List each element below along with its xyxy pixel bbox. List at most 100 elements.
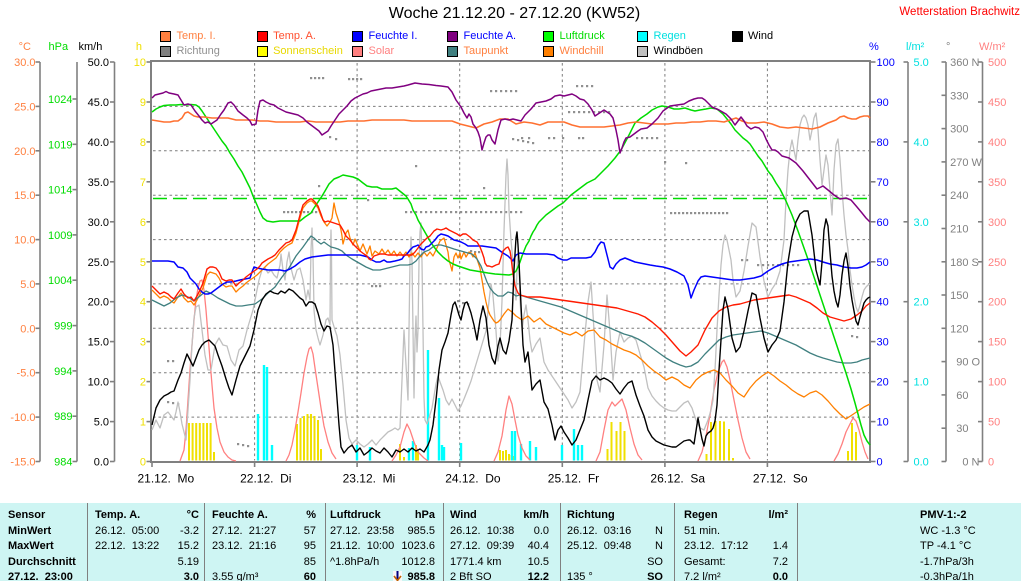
svg-text:2.0: 2.0 [914,297,929,309]
svg-text:6: 6 [140,217,146,229]
svg-text:450: 450 [988,97,1006,109]
svg-text:20: 20 [877,377,889,389]
svg-text:26.12. Sa: 26.12. Sa [650,472,705,486]
svg-text:120: 120 [950,323,968,335]
svg-text:0: 0 [988,457,994,469]
svg-text:h: h [136,41,142,53]
svg-text:5.0: 5.0 [914,57,929,69]
svg-text:5.0: 5.0 [94,417,109,429]
svg-text:15.0: 15.0 [88,337,109,349]
svg-text:45.0: 45.0 [88,97,109,109]
svg-text:35.0: 35.0 [88,177,109,189]
svg-text:90: 90 [956,357,968,369]
svg-text:°C: °C [19,41,31,53]
svg-text:300: 300 [988,217,1006,229]
svg-text:15.0: 15.0 [14,190,35,202]
svg-text:20.0: 20.0 [14,146,35,158]
svg-text:40.0: 40.0 [88,137,109,149]
svg-text:8: 8 [140,137,146,149]
svg-text:4: 4 [140,297,146,309]
svg-text:200: 200 [988,297,1006,309]
svg-text:350: 350 [988,177,1006,189]
svg-text:7: 7 [140,177,146,189]
svg-text:984: 984 [54,457,72,469]
svg-text:1009: 1009 [48,230,72,242]
svg-text:60: 60 [956,390,968,402]
svg-text:999: 999 [54,321,72,333]
svg-text:0: 0 [877,457,883,469]
svg-text:N: N [972,457,980,469]
svg-text:30: 30 [956,423,968,435]
svg-text:l/m²: l/m² [906,41,925,53]
svg-text:270: 270 [950,157,968,169]
svg-text:-5.0: -5.0 [17,368,36,380]
svg-text:-15.0: -15.0 [10,457,35,469]
svg-text:km/h: km/h [79,41,103,53]
svg-text:5: 5 [140,257,146,269]
svg-text:4.0: 4.0 [914,137,929,149]
svg-text:25.0: 25.0 [14,101,35,113]
svg-text:400: 400 [988,137,1006,149]
svg-text:10.0: 10.0 [14,235,35,247]
svg-text:989: 989 [54,411,72,423]
svg-text:S: S [972,257,979,269]
svg-text:1004: 1004 [48,275,72,287]
svg-text:10: 10 [877,417,889,429]
svg-text:180: 180 [950,257,968,269]
svg-text:10: 10 [134,57,146,69]
svg-text:25.0: 25.0 [88,257,109,269]
svg-text:9: 9 [140,97,146,109]
svg-text:20.0: 20.0 [88,297,109,309]
svg-text:150: 150 [950,290,968,302]
svg-text:50: 50 [988,417,1000,429]
svg-text:1: 1 [140,417,146,429]
svg-text:210: 210 [950,224,968,236]
svg-text:5.0: 5.0 [20,279,35,291]
svg-text:150: 150 [988,337,1006,349]
svg-text:23.12. Mi: 23.12. Mi [343,472,396,486]
svg-text:10.0: 10.0 [88,377,109,389]
svg-text:0: 0 [140,457,146,469]
svg-text:30.0: 30.0 [88,217,109,229]
svg-text:250: 250 [988,257,1006,269]
svg-text:360: 360 [950,57,968,69]
svg-text:90: 90 [877,97,889,109]
svg-text:N: N [972,57,980,69]
svg-text:25.12. Fr: 25.12. Fr [548,472,599,486]
svg-text:-10.0: -10.0 [10,412,35,424]
svg-text:1024: 1024 [48,94,72,106]
svg-text:80: 80 [877,137,889,149]
svg-text:50: 50 [877,257,889,269]
svg-text:0.0: 0.0 [94,457,109,469]
svg-text:27.12. So: 27.12. So [753,472,808,486]
svg-text:W/m²: W/m² [979,41,1006,53]
svg-text:500: 500 [988,57,1006,69]
svg-text:0: 0 [962,457,968,469]
svg-text:50.0: 50.0 [88,57,109,69]
svg-text:994: 994 [54,366,72,378]
svg-text:300: 300 [950,124,968,136]
svg-text:330: 330 [950,90,968,102]
svg-text:22.12. Di: 22.12. Di [240,472,291,486]
svg-text:30: 30 [877,337,889,349]
svg-text:21.12. Mo: 21.12. Mo [138,472,195,486]
svg-text:1019: 1019 [48,139,72,151]
svg-text:3.0: 3.0 [914,217,929,229]
svg-text:3: 3 [140,337,146,349]
svg-text:0.0: 0.0 [20,323,35,335]
svg-text:40: 40 [877,297,889,309]
svg-text:%: % [869,41,879,53]
svg-text:24.12. Do: 24.12. Do [445,472,501,486]
svg-text:70: 70 [877,177,889,189]
svg-text:100: 100 [877,57,895,69]
svg-text:hPa: hPa [49,41,69,53]
svg-text:2: 2 [140,377,146,389]
svg-text:30.0: 30.0 [14,57,35,69]
svg-text:1014: 1014 [48,185,72,197]
svg-text:60: 60 [877,217,889,229]
svg-text:1.0: 1.0 [914,377,929,389]
svg-text:W: W [972,157,983,169]
svg-text:°: ° [946,41,950,53]
svg-text:100: 100 [988,377,1006,389]
svg-text:O: O [972,357,981,369]
